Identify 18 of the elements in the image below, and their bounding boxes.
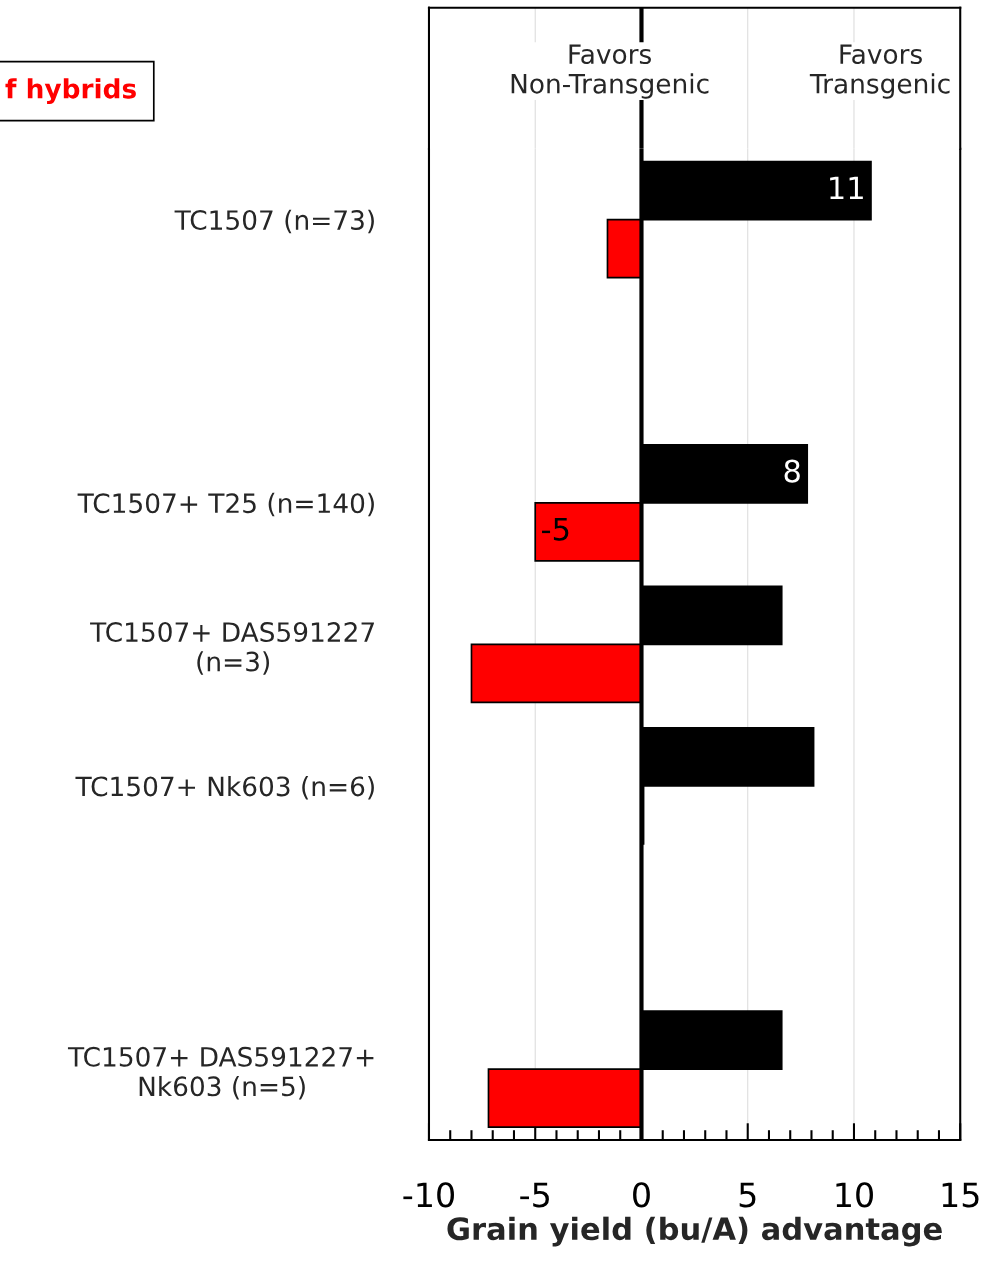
data-label: 8 (784, 459, 800, 483)
y-tick-label: TC1507+ Nk603 (n=6) (75, 775, 374, 800)
y-tick-label: TC1507+ DAS591227+ Nk603 (n=5) (67, 1046, 374, 1100)
y-tick-label: TC1507+ T25 (n=140) (77, 492, 374, 517)
y-tick-label: TC1507+ DAS591227 (n=3) (90, 622, 374, 675)
text: f hybrids (5, 78, 136, 104)
x-tick-label: 5 (739, 1182, 756, 1208)
data-label: 11 (830, 176, 863, 200)
x-tick-label: 15 (942, 1182, 979, 1208)
y-tick-label: TC1507 (n=73) (174, 209, 374, 234)
text: Favors Transgenic (809, 44, 950, 99)
x-tick-label: 0 (633, 1182, 650, 1208)
text: Favors Non-Transgenic (511, 44, 709, 99)
x-tick-label: -5 (520, 1182, 549, 1208)
data-label: -5 (542, 517, 569, 541)
x-tick-label: -10 (403, 1182, 454, 1208)
x-tick-label: 10 (836, 1182, 873, 1208)
x-axis-title: Grain yield (bu/A) advantage (447, 1216, 942, 1247)
